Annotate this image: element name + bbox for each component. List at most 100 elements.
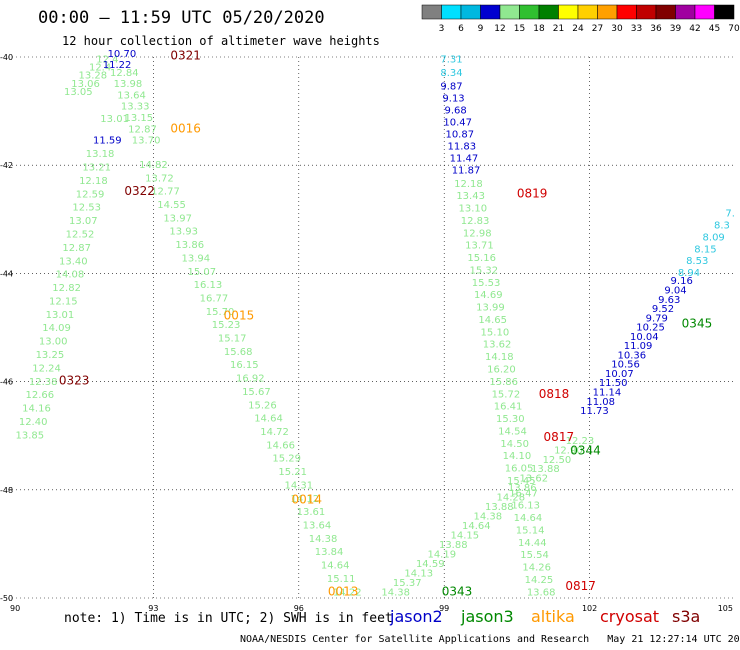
wave-height-value: 15.29: [272, 454, 301, 465]
wave-height-value: 15.54: [520, 550, 549, 561]
wave-height-value: 9.13: [442, 93, 464, 104]
wave-height-value: 13.18: [86, 149, 115, 160]
wave-height-value: 13.15: [125, 113, 154, 124]
wave-height-value: 15.67: [242, 387, 271, 398]
color-scale-label: 3: [439, 24, 445, 34]
wave-height-value: 12.66: [26, 390, 55, 401]
wave-height-value: 14.38: [309, 534, 338, 545]
color-scale-label: 9: [478, 24, 484, 34]
track-time-label: 0015: [224, 308, 255, 322]
wave-height-value: 9.04: [664, 285, 686, 296]
wave-height-value: 13.88: [531, 464, 560, 475]
wave-height-value: 9.68: [444, 105, 466, 116]
track-time-label: 0345: [682, 317, 713, 331]
wave-height-value: 14.12: [291, 494, 320, 505]
x-tick-label: 105: [718, 604, 733, 613]
track-time-label: 0343: [442, 584, 473, 598]
wave-height-value: 14.38: [473, 512, 502, 523]
wave-height-value: 13.71: [465, 241, 494, 252]
wave-height-value: 16.13: [511, 501, 540, 512]
wave-height-value: 16.92: [236, 374, 265, 385]
wave-height-value: 15.70: [206, 307, 235, 318]
wave-height-value: 14.15: [450, 530, 479, 541]
legend-item-jason2: jason2: [390, 607, 443, 626]
map-title: 00:00 – 11:59 UTC 05/20/2020: [38, 8, 325, 28]
wave-height-value: 15.32: [470, 265, 499, 276]
wave-height-value: 14.26: [522, 563, 551, 574]
wave-height-value: 14.64: [514, 513, 543, 524]
wave-height-value: 14.25: [525, 575, 554, 586]
wave-height-value: 13.10: [459, 204, 488, 215]
wave-height-value: 15.68: [224, 347, 253, 358]
color-scale-swatch: [694, 4, 715, 20]
wave-height-value: 14.50: [500, 439, 529, 450]
wave-height-value: 14.16: [22, 404, 51, 415]
wave-height-value: 9.52: [652, 304, 674, 315]
color-scale-swatch: [441, 4, 462, 20]
wave-height-value: 13.40: [59, 256, 88, 267]
wave-height-value: 13.07: [69, 216, 98, 227]
wave-height-value: 14.64: [321, 561, 350, 572]
wave-height-value: 15.30: [496, 414, 525, 425]
wave-height-value: 12.40: [19, 417, 48, 428]
wave-height-value: 15.53: [472, 278, 501, 289]
note-text: note: 1) Time is in UTC; 2) SWH is in fe…: [64, 611, 393, 626]
color-scale-swatch: [616, 4, 637, 20]
color-scale-swatch: [597, 4, 618, 20]
wave-height-value: 13.70: [132, 136, 161, 147]
track-time-label: 0321: [170, 49, 201, 63]
wave-height-value: 14.54: [498, 426, 527, 437]
color-scale-swatch: [675, 4, 696, 20]
wave-height-value: 13.64: [117, 90, 146, 101]
wave-height-value: 14.66: [266, 440, 295, 451]
wave-height-value: 12.90: [554, 445, 583, 456]
wave-height-value: 13.00: [39, 337, 68, 348]
wave-height-value: 10.04: [630, 332, 659, 343]
color-scale-label: 18: [533, 24, 545, 34]
wave-height-value: 8.15: [694, 244, 716, 255]
wave-height-value: 13.88: [485, 502, 514, 513]
wave-height-value: 14.28: [497, 493, 526, 504]
color-scale-label: 15: [514, 24, 525, 34]
x-tick-label: 90: [10, 604, 20, 613]
wave-height-value: 11.83: [448, 141, 477, 152]
wave-height-value: 16.77: [200, 293, 229, 304]
wave-height-value: 16.13: [194, 280, 223, 291]
color-scale-label: 42: [689, 24, 700, 34]
wave-height-value: 15.11: [327, 574, 356, 585]
wave-height-value: 15.21: [278, 467, 307, 478]
wave-height-value: 10.25: [636, 323, 665, 334]
wave-height-value: 10.87: [445, 129, 474, 140]
wave-height-value: 13.62: [520, 474, 549, 485]
wave-height-value: 12.24: [32, 363, 61, 374]
wave-height-value: 13.99: [476, 303, 505, 314]
color-scale-swatch: [519, 4, 540, 20]
wave-height-value: 13.68: [527, 587, 556, 598]
wave-height-value: 12.84: [110, 68, 139, 79]
wave-height-value: 14.44: [518, 538, 547, 549]
x-tick-label: 99: [439, 604, 449, 613]
wave-height-value: 15.26: [248, 400, 277, 411]
wave-height-value: 14.13: [404, 568, 433, 579]
color-scale-label: 30: [611, 24, 623, 34]
wave-height-value: 13.43: [456, 191, 485, 202]
wave-height-value: 11.14: [593, 388, 622, 399]
wave-height-value: 11.73: [580, 406, 609, 417]
legend-item-jason3: jason3: [461, 607, 514, 626]
wave-height-value: 15.23: [212, 320, 241, 331]
wave-height-value: 12.77: [151, 187, 180, 198]
wave-height-value: 13.64: [303, 521, 332, 532]
wave-height-value: 10.36: [618, 350, 647, 361]
color-scale-swatch: [714, 4, 735, 20]
wave-height-value: 13.86: [175, 240, 204, 251]
wave-height-value: 12.23: [566, 436, 595, 447]
color-scale-label: 39: [670, 24, 682, 34]
wave-height-value: 10.47: [443, 117, 472, 128]
wave-height-value: 16.47: [509, 488, 538, 499]
color-scale-swatch: [499, 4, 520, 20]
wave-height-value: 15.07: [188, 267, 217, 278]
wave-height-value: 13.28: [78, 71, 107, 82]
wave-height-value: 9.63: [658, 295, 680, 306]
